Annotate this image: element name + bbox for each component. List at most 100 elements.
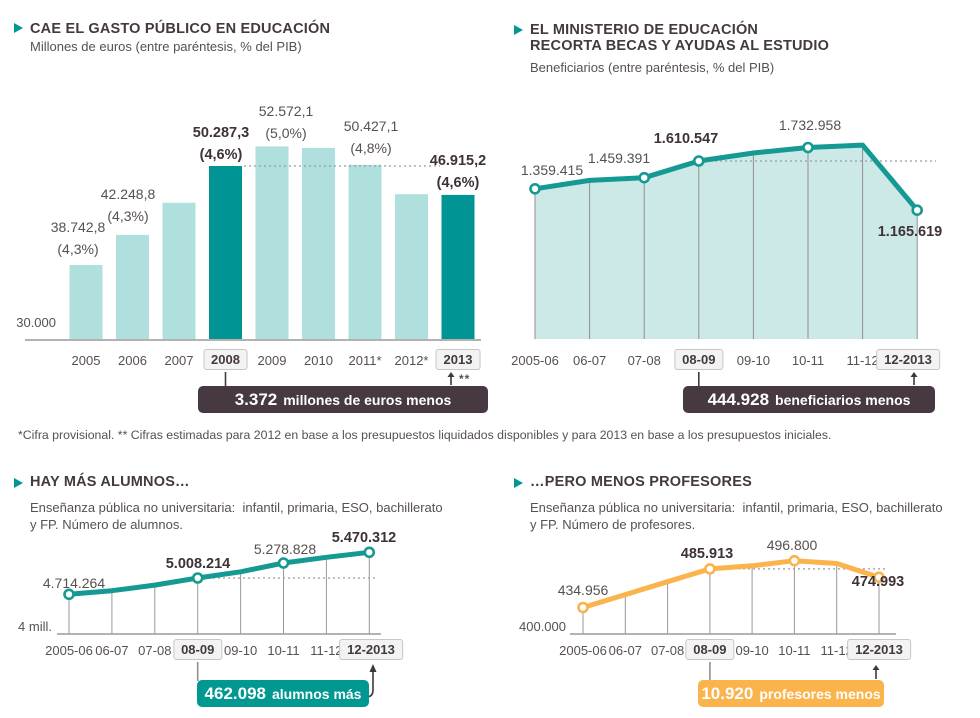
panel3-bullet-icon: [14, 478, 23, 488]
value-label: 46.915,2: [429, 153, 487, 169]
data-point-marker: [577, 601, 589, 614]
bar-2008: [209, 166, 242, 340]
bar-2013: [441, 194, 475, 340]
bar-2011*: [348, 164, 382, 340]
up-arrow-head: [910, 372, 918, 377]
year-label: 06-07: [572, 353, 607, 368]
pct-label: (5,0%): [265, 125, 307, 141]
year-label: 09-10: [735, 643, 769, 658]
bar-2010: [302, 147, 335, 340]
value-label: 496.800: [766, 537, 818, 553]
up-arrow-head: [872, 665, 880, 670]
area-fill: [535, 145, 918, 339]
panel1-title: CAE EL GASTO PÚBLICO EN EDUCACIÓN: [30, 21, 331, 37]
year-label: 2005: [71, 353, 101, 368]
value-label: 52.572,1: [258, 103, 314, 119]
year-label: 2005-06: [45, 643, 93, 658]
up-arrow-head: [369, 664, 377, 672]
bar-2006: [116, 234, 149, 340]
year-label-boxed: 12-2013: [847, 639, 911, 660]
year-label-boxed: 12-2013: [876, 349, 940, 370]
badge-becas-number: 444.928: [707, 389, 770, 409]
badge-gasto: 3.372 millones de euros menos: [198, 386, 488, 413]
panel4-bullet-icon: [514, 478, 523, 488]
data-line: [532, 142, 920, 213]
year-label: 2010: [304, 353, 333, 368]
year-label-boxed: 2008: [203, 349, 248, 370]
value-label: 5.470.312: [331, 530, 397, 546]
panel3-subtitle-line2: y FP. Número de alumnos.: [30, 517, 183, 532]
panel4-title: …PERO MENOS PROFESORES: [530, 474, 752, 490]
year-label: 06-07: [95, 643, 129, 658]
panel2-title-line1: EL MINISTERIO DE EDUCACIÓN: [530, 22, 759, 38]
year-label-boxed: 08-09: [173, 639, 223, 660]
year-label: 2005-06: [559, 643, 607, 658]
pct-label: (4,6%): [436, 175, 480, 191]
value-label: 434.956: [557, 582, 609, 598]
year-label: 2007: [164, 353, 194, 368]
pct-label: (4,8%): [350, 140, 392, 156]
badge-becas-label: beneficiarios menos: [775, 391, 911, 408]
data-point-marker: [191, 572, 204, 584]
data-point-marker: [802, 141, 814, 154]
year-label: 2009: [257, 353, 287, 368]
year-label: 07-08: [627, 353, 661, 368]
bar-2007: [162, 202, 196, 340]
badge-profesores: 10.920 profesores menos: [698, 680, 884, 707]
panel1-subtitle: Millones de euros (entre paréntesis, % d…: [30, 39, 302, 54]
value-label: 38.742,8: [50, 219, 106, 235]
panel1-axis-base-label: 30.000: [16, 315, 56, 330]
year-label: 09-10: [223, 643, 258, 658]
data-point-marker: [363, 546, 376, 559]
panel4-subtitle-line1: Enseñanza pública no universitaria: infa…: [530, 500, 943, 515]
value-label: 42.248,8: [100, 186, 156, 202]
value-label: 1.610.547: [653, 131, 719, 147]
bar-2005: [69, 265, 103, 340]
badge-alumnos-number: 462.098: [204, 683, 266, 703]
panel4-subtitle-line2: y FP. Número de profesores.: [530, 517, 696, 532]
year-label-boxed: 12-2013: [339, 639, 403, 660]
data-point-marker: [911, 204, 924, 216]
estimate-asterisks: **: [459, 372, 471, 386]
year-label: 10-11: [267, 643, 300, 658]
data-point-marker: [638, 171, 651, 184]
panel1-bullet-icon: [14, 23, 23, 33]
panel3-title: HAY MÁS ALUMNOS…: [30, 474, 190, 490]
panel3-subtitle-line1: Enseñanza pública no universitaria: infa…: [30, 500, 443, 515]
year-label-boxed: 08-09: [674, 349, 724, 370]
panel2-bullet-icon: [514, 25, 523, 35]
value-label: 50.427,1: [343, 118, 399, 134]
panel2-title-line2: RECORTA BECAS Y AYUDAS AL ESTUDIO: [530, 38, 830, 54]
data-point-marker: [529, 183, 541, 195]
badge-gasto-label: millones de euros menos: [283, 391, 452, 408]
panel4-axis-base-label: 400.000: [519, 619, 566, 634]
year-label: 07-08: [138, 643, 172, 658]
badge-becas: 444.928 beneficiarios menos: [683, 386, 935, 413]
data-point-marker: [788, 554, 801, 567]
value-label: 474.993: [851, 574, 905, 590]
value-label: 4.714.264: [42, 575, 106, 591]
pct-label: (4,3%): [57, 241, 99, 257]
data-point-marker: [873, 571, 885, 584]
year-label: 2006: [118, 353, 147, 368]
year-label: 10-11: [791, 353, 825, 368]
year-label: 11-12: [846, 353, 879, 368]
badge-alumnos: 462.098 alumnos más: [197, 680, 369, 707]
value-label: 50.287,3: [192, 125, 250, 141]
pct-label: (4,6%): [199, 147, 243, 163]
data-point-marker: [277, 557, 290, 569]
up-arrow-head: [447, 372, 455, 377]
panel3-axis-base-label: 4 mill.: [18, 619, 52, 634]
year-label-boxed: 08-09: [685, 639, 735, 660]
data-point-marker: [692, 155, 705, 167]
badge-profesores-label: profesores menos: [759, 685, 881, 702]
year-label: 11-12: [820, 643, 853, 658]
year-label: 2012*: [394, 353, 429, 368]
badge-alumnos-label: alumnos más: [271, 685, 362, 702]
value-label: 1.459.391: [587, 150, 651, 166]
footnote: *Cifra provisional. ** Cifras estimadas …: [18, 428, 832, 442]
year-label: 11-12: [310, 643, 343, 658]
year-label-boxed: 2013: [435, 349, 481, 370]
